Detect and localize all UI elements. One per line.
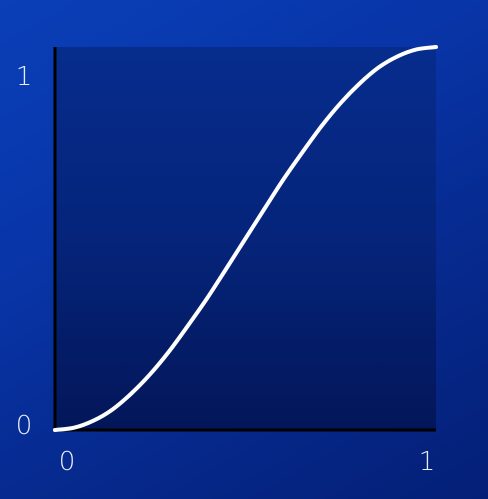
y-tick-label-0: 0 [16, 411, 33, 441]
x-tick-label-1: 1 [419, 447, 436, 477]
x-tick-label-0: 0 [59, 447, 76, 477]
series-line-0 [53, 45, 438, 432]
y-tick-label-1: 1 [16, 62, 33, 92]
